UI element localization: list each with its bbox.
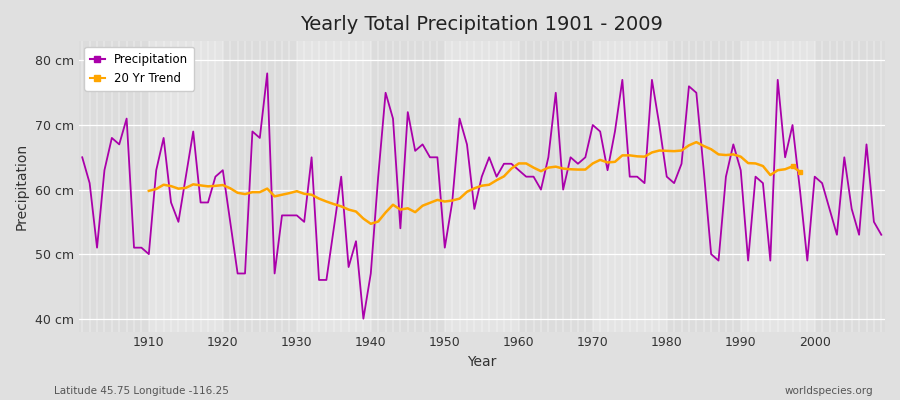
Title: Yearly Total Precipitation 1901 - 2009: Yearly Total Precipitation 1901 - 2009 — [301, 15, 663, 34]
Bar — [148, 41, 223, 332]
Bar — [814, 41, 888, 332]
Bar — [223, 41, 297, 332]
Bar — [518, 41, 593, 332]
Bar — [371, 41, 445, 332]
Bar — [667, 41, 741, 332]
Y-axis label: Precipitation: Precipitation — [15, 143, 29, 230]
Bar — [445, 41, 518, 332]
Bar — [593, 41, 667, 332]
Legend: Precipitation, 20 Yr Trend: Precipitation, 20 Yr Trend — [85, 47, 194, 91]
Text: worldspecies.org: worldspecies.org — [785, 386, 873, 396]
Bar — [741, 41, 814, 332]
Bar — [75, 41, 148, 332]
Bar — [297, 41, 371, 332]
X-axis label: Year: Year — [467, 355, 497, 369]
Text: Latitude 45.75 Longitude -116.25: Latitude 45.75 Longitude -116.25 — [54, 386, 229, 396]
